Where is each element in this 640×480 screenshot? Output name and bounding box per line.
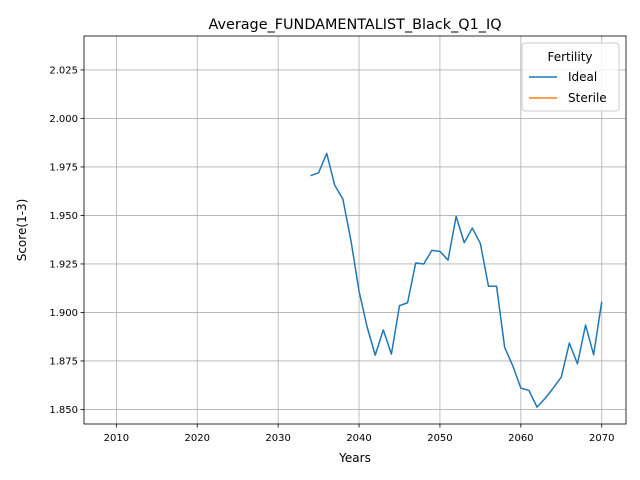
- legend: Fertility Ideal Sterile: [521, 42, 620, 112]
- x-axis-ticks: 2010 2020 2030 2040 2050 2060 2070: [104, 424, 614, 444]
- series-layer: [310, 152, 603, 408]
- chart-title: Average_FUNDAMENTALIST_Black_Q1_IQ: [208, 17, 501, 33]
- plot-frame: [83, 35, 627, 425]
- legend-box: [521, 42, 620, 112]
- x-tick-label: 2010: [104, 433, 129, 444]
- y-tick-label: 2.025: [49, 66, 78, 77]
- y-tick-label: 1.850: [49, 405, 78, 416]
- legend-title: Fertility: [547, 50, 592, 64]
- x-tick-label: 2050: [427, 433, 452, 444]
- y-axis-label: Score(1-3): [15, 199, 29, 262]
- x-tick-label: 2040: [346, 433, 371, 444]
- series-line-ideal: [310, 152, 603, 408]
- x-tick-label: 2060: [508, 433, 533, 444]
- x-axis-label: Years: [338, 451, 371, 465]
- y-tick-label: 1.900: [49, 308, 78, 319]
- y-tick-label: 1.975: [49, 163, 78, 174]
- y-axis-ticks: 1.850 1.875 1.900 1.925 1.950 1.975 2.000 2.025: [49, 66, 84, 416]
- y-tick-label: 1.925: [49, 260, 78, 271]
- x-tick-label: 2070: [589, 433, 614, 444]
- legend-label-sterile: Sterile: [568, 91, 607, 105]
- x-tick-label: 2020: [185, 433, 210, 444]
- y-tick-label: 1.875: [49, 357, 78, 368]
- y-tick-label: 2.000: [49, 114, 78, 125]
- y-tick-label: 1.950: [49, 211, 78, 222]
- x-tick-label: 2030: [265, 433, 290, 444]
- legend-label-ideal: Ideal: [568, 70, 597, 84]
